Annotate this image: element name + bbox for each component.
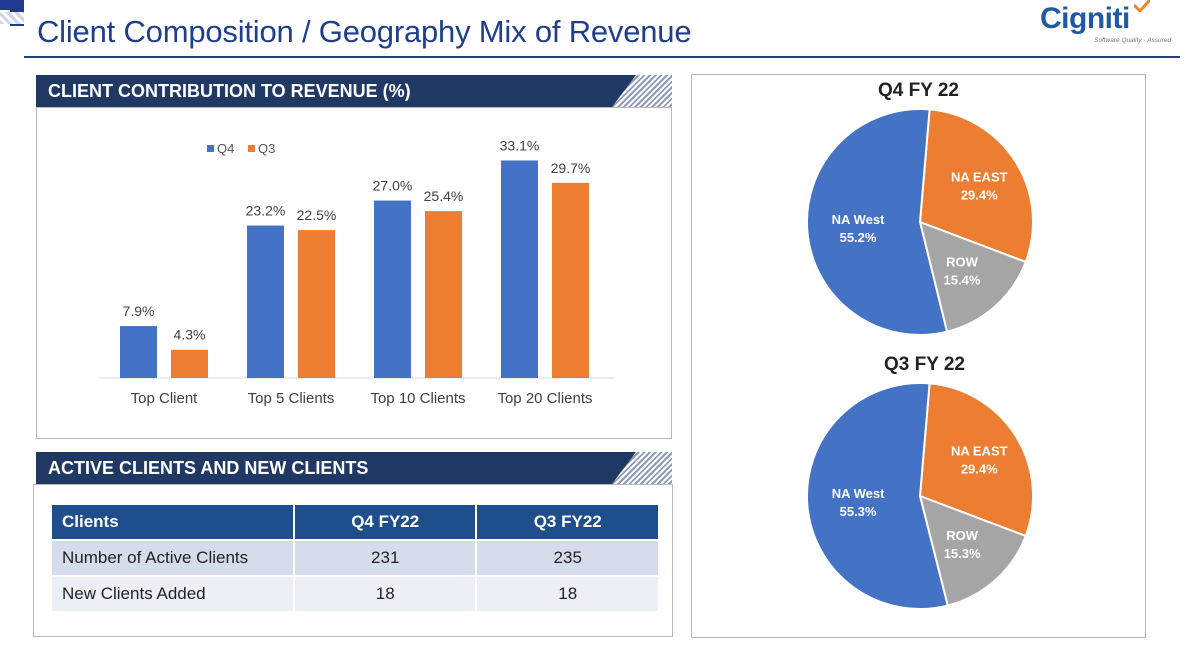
data-label-q4-top-10-clients: 27.0%: [373, 178, 413, 194]
q3-geography-pie-chart: NA EAST 29.4% ROW 15.3% NA West 55.3%: [806, 382, 1034, 610]
page-title: Client Composition / Geography Mix of Re…: [37, 14, 692, 49]
pie-value-na-east: 29.4%: [961, 188, 998, 203]
data-label-q3-top-10-clients: 25.4%: [424, 188, 464, 204]
column-header-q4-fy22: Q4 FY22: [294, 505, 476, 539]
pie-slice-na-east: [918, 108, 1034, 264]
new-clients-q4-value: 18: [294, 577, 476, 611]
category-label-top-5-clients: Top 5 Clients: [248, 390, 335, 407]
table-row: Number of Active Clients 231 235: [52, 541, 658, 575]
corner-square-decoration: [0, 0, 10, 10]
bar-q4-top-20-clients: [501, 160, 538, 378]
bar-panel-heading: CLIENT CONTRIBUTION TO REVENUE (%): [36, 75, 672, 107]
bar-q4-top-10-clients: [374, 200, 411, 378]
column-header-clients: Clients: [52, 505, 293, 539]
table-header-row: Clients Q4 FY22 Q3 FY22: [52, 505, 658, 539]
pie-slice-na-west: [806, 108, 949, 336]
data-label-q4-top-20-clients: 33.1%: [500, 137, 540, 153]
data-label-q3-top-client: 4.3%: [174, 327, 206, 343]
row-label-active-clients: Number of Active Clients: [52, 541, 293, 575]
bar-q3-top-20-clients: [552, 182, 589, 378]
row-label-new-clients: New Clients Added: [52, 577, 293, 611]
pie-slice-row: [918, 494, 1027, 607]
legend-swatch-q4: [207, 145, 214, 152]
title-underline: [24, 56, 1180, 58]
company-logo: Cigniti: [1040, 2, 1130, 35]
data-label-q3-top-5-clients: 22.5%: [297, 207, 337, 223]
legend-label-q4: Q4: [217, 141, 234, 156]
pie-value-na-west: 55.2%: [840, 230, 877, 245]
pie-label-na-east: NA EAST: [951, 444, 1008, 459]
active-clients-q3-value: 235: [477, 541, 658, 575]
pie-value-row: 15.3%: [944, 546, 981, 561]
pie-slice-na-west: [806, 382, 949, 610]
pie-title-q4-fy22: Q4 FY 22: [878, 80, 959, 101]
pie-label-row: ROW: [946, 528, 979, 543]
pie-label-na-west: NA West: [832, 486, 885, 501]
data-label-q3-top-20-clients: 29.7%: [551, 160, 591, 176]
bar-q4-top-client: [120, 326, 157, 378]
bar-q4-top-5-clients: [247, 225, 284, 378]
data-label-q4-top-client: 7.9%: [123, 303, 155, 319]
data-label-q4-top-5-clients: 23.2%: [246, 203, 286, 219]
category-label-top-client: Top Client: [131, 390, 199, 407]
table-row: New Clients Added 18 18: [52, 577, 658, 611]
pie-value-na-west: 55.3%: [840, 504, 877, 519]
pie-label-na-west: NA West: [832, 212, 885, 227]
bar-q3-top-5-clients: [298, 230, 335, 378]
logo-tick-icon: [1134, 0, 1150, 12]
client-contribution-bar-chart: Q4 Q3 7.9% 4.3% Top Client 23.2% 22.5% Top 5 Cl…: [99, 137, 615, 407]
pie-value-na-east: 29.4%: [961, 462, 998, 477]
pie-value-row: 15.4%: [944, 272, 981, 287]
active-clients-table: Clients Q4 FY22 Q3 FY22 Number of Active…: [50, 503, 660, 613]
pie-slice-na-east: [918, 382, 1034, 538]
q4-geography-pie-chart: NA EAST 29.4% ROW 15.4% NA West 55.2%: [806, 108, 1034, 336]
legend-label-q3: Q3: [258, 141, 275, 156]
legend-swatch-q3: [248, 145, 255, 152]
active-clients-q4-value: 231: [294, 541, 476, 575]
corner-hatch-decoration: [0, 12, 24, 24]
pie-label-row: ROW: [946, 254, 979, 269]
pie-title-q3-fy22: Q3 FY 22: [884, 354, 965, 375]
category-label-top-10-clients: Top 10 Clients: [370, 390, 465, 407]
bar-chart-panel: Q4 Q3 7.9% 4.3% Top Client 23.2% 22.5% Top 5 Cl…: [36, 107, 672, 439]
pie-slice-row: [918, 220, 1027, 333]
logo-tagline: Software Quality · Assured: [1094, 37, 1172, 44]
table-panel-heading: ACTIVE CLIENTS AND NEW CLIENTS: [36, 452, 672, 484]
bar-q3-top-client: [171, 349, 208, 378]
new-clients-q3-value: 18: [477, 577, 658, 611]
column-header-q3-fy22: Q3 FY22: [477, 505, 658, 539]
category-label-top-20-clients: Top 20 Clients: [497, 390, 592, 407]
bar-q3-top-10-clients: [425, 211, 462, 378]
pie-label-na-east: NA EAST: [951, 170, 1008, 185]
